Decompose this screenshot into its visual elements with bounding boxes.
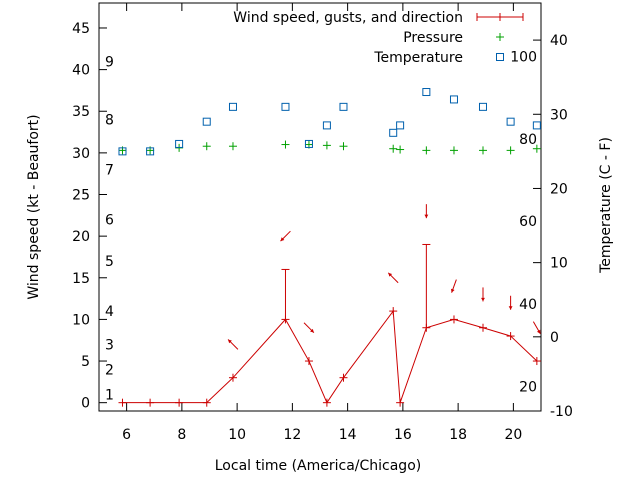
beaufort-label: 3 <box>105 337 114 353</box>
temperature-point <box>175 139 184 148</box>
x-tick-label: 8 <box>177 427 186 443</box>
beaufort-label: 8 <box>105 113 114 129</box>
y-left-tick-label: 45 <box>72 21 90 37</box>
y-right-tick-label: -10 <box>550 404 573 420</box>
y-axis-right-label: Temperature (C - F) <box>598 137 614 274</box>
temperature-point <box>228 102 237 111</box>
wind-direction-arrow <box>508 295 513 310</box>
arrow-head <box>228 339 232 344</box>
beaufort-label: 9 <box>105 54 114 70</box>
arrow-head <box>310 328 314 333</box>
wind-direction-arrow <box>280 230 291 242</box>
beaufort-label: 5 <box>105 254 114 270</box>
y-left-tick-label: 40 <box>72 63 90 79</box>
x-tick-label: 18 <box>449 427 467 443</box>
legend: Wind speed, gusts, and direction Pressur… <box>233 10 524 66</box>
y-right-tick-label: 40 <box>550 33 568 49</box>
x-tick-label: 16 <box>394 427 412 443</box>
arrow-head <box>481 297 485 302</box>
x-tick-label: 20 <box>504 427 522 443</box>
legend-label-temperature: Temperature <box>373 50 463 66</box>
temperature-point <box>396 121 405 130</box>
y-left-tick-label: 25 <box>72 188 90 204</box>
arrow-head <box>388 272 393 277</box>
ticks-layer: 6 8 10 12 14 16 18 20051015202530354045-1001020… <box>72 3 573 443</box>
beaufort-label: 7 <box>105 163 114 179</box>
temperature-point <box>202 117 211 126</box>
temperature-point <box>146 147 155 156</box>
x-tick-label: 14 <box>339 427 357 443</box>
arrow-head <box>536 329 541 334</box>
fahrenheit-label: 60 <box>519 214 537 230</box>
temperature-point <box>339 102 348 111</box>
fahrenheit-label: 80 <box>519 132 537 148</box>
beaufort-label: 6 <box>105 212 114 228</box>
wind-direction-arrow <box>532 321 541 335</box>
x-axis-label: Local time (America/Chicago) <box>215 458 421 474</box>
wind-direction-arrow <box>387 272 399 284</box>
y-left-tick-label: 5 <box>81 354 90 370</box>
temperature-point <box>281 102 290 111</box>
temperature-point <box>389 128 398 137</box>
arrow-head <box>450 288 455 293</box>
y-left-tick-label: 20 <box>72 229 90 245</box>
y-left-tick-label: 0 <box>81 396 90 412</box>
marks-layer <box>118 88 541 407</box>
legend-symbol-temperature <box>496 53 504 61</box>
fahrenheit-label: 40 <box>519 297 537 313</box>
beaufort-label: 1 <box>105 387 114 403</box>
temperature-point <box>322 121 331 130</box>
fahrenheit-label: 20 <box>519 380 537 396</box>
legend-symbol-wind <box>476 13 524 21</box>
temperature-point <box>422 88 431 97</box>
y-axis-left-label: Wind speed (kt - Beaufort) <box>26 114 42 299</box>
x-tick-label: 6 <box>122 427 131 443</box>
fahrenheit-label: 100 <box>510 49 537 65</box>
x-tick-label: 12 <box>283 427 301 443</box>
y-right-tick-label: 0 <box>550 330 559 346</box>
beaufort-label: 4 <box>105 304 114 320</box>
legend-symbol-pressure <box>496 33 504 41</box>
arrow-head <box>508 306 513 310</box>
temperature-point <box>478 102 487 111</box>
wind-direction-arrow <box>481 287 485 302</box>
y-right-tick-label: 10 <box>550 256 568 272</box>
y-right-tick-label: 30 <box>550 107 568 123</box>
x-tick-label: 10 <box>228 427 246 443</box>
legend-label-pressure: Pressure <box>403 30 463 46</box>
wind-direction-arrow <box>227 339 239 350</box>
y-left-tick-label: 30 <box>72 146 90 162</box>
temperature-point <box>304 139 313 148</box>
y-left-tick-label: 10 <box>72 312 90 328</box>
arrow-head <box>280 237 285 242</box>
y-right-tick-label: 20 <box>550 181 568 197</box>
arrow-head <box>424 214 429 219</box>
wind-direction-arrow <box>424 204 429 219</box>
wind-speed-line <box>122 309 538 404</box>
y-left-tick-label: 15 <box>72 271 90 287</box>
beaufort-label: 2 <box>105 362 114 378</box>
y-left-tick-label: 35 <box>72 104 90 120</box>
temperature-point <box>118 147 127 156</box>
wind-direction-arrow <box>303 322 315 334</box>
plot-frame <box>98 2 542 412</box>
temperature-point <box>449 95 458 104</box>
wind-direction-arrow <box>450 279 457 293</box>
temperature-point <box>506 117 515 126</box>
legend-label-wind: Wind speed, gusts, and direction <box>233 10 463 26</box>
temperature-point <box>532 121 541 130</box>
